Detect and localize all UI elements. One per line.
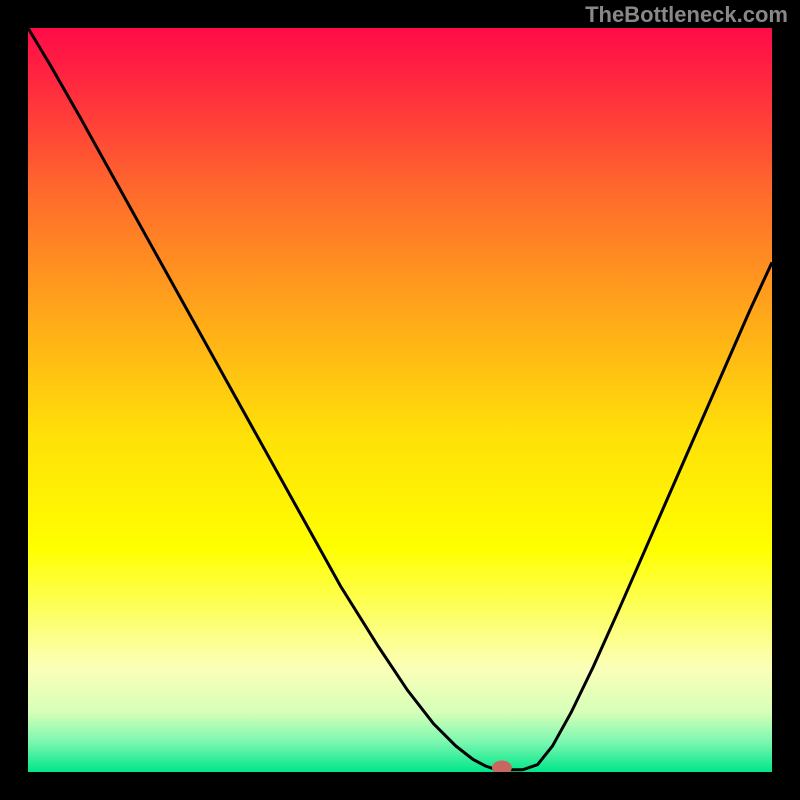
watermark-text: TheBottleneck.com (585, 2, 788, 28)
gradient-background (28, 28, 772, 772)
chart-svg (0, 0, 800, 800)
bottleneck-chart: TheBottleneck.com (0, 0, 800, 800)
